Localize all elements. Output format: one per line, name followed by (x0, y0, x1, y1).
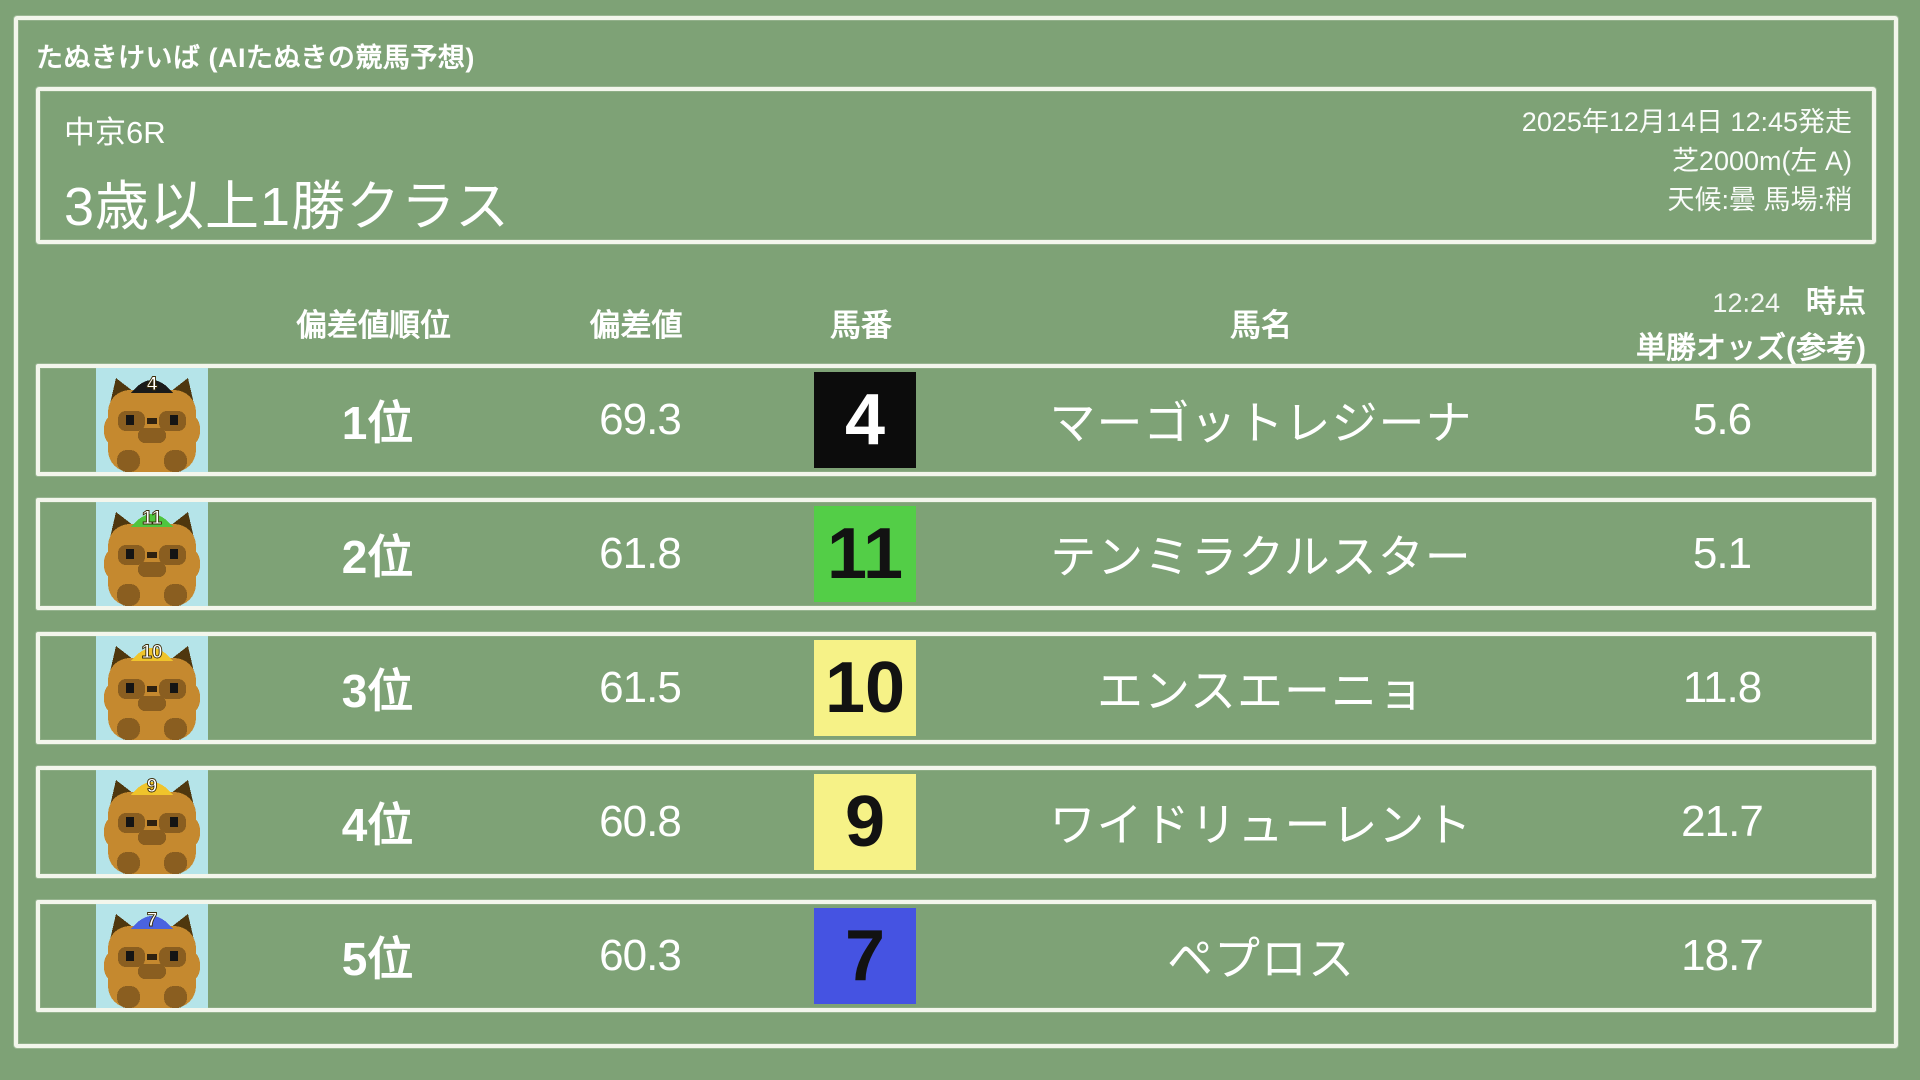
table-row: 9 4位 60.8 9 ワイドリューレント 21.7 (36, 766, 1876, 878)
deviation-value-cell: 61.8 (599, 529, 682, 578)
header-name: 馬名 (1230, 307, 1292, 343)
race-name: 3歳以上1勝クラス (64, 177, 510, 237)
header-value: 偏差値 (589, 307, 683, 343)
horse-number-cell: 4 (780, 372, 950, 468)
odds-cell: 18.7 (1681, 931, 1764, 980)
odds-cell: 11.8 (1682, 663, 1762, 712)
horse-name-cell: ワイドリューレント (1049, 799, 1473, 851)
deviation-value-cell: 60.3 (599, 931, 682, 980)
deviation-value-cell: 61.5 (599, 663, 682, 712)
horse-number-cell: 7 (780, 908, 950, 1004)
horse-name-cell: マーゴットレジーナ (1049, 397, 1473, 449)
rank-cell: 4位 (341, 799, 414, 851)
table-row: 10 3位 61.5 10 エンスエーニョ 11.8 (36, 632, 1876, 744)
rank-cell: 5位 (341, 933, 414, 985)
header-number: 馬番 (830, 307, 892, 343)
horse-number-badge: 9 (814, 774, 916, 870)
deviation-value-cell: 69.3 (599, 395, 682, 444)
race-info-right: 2025年12月14日 12:45発走 芝2000m(左 A) 天候:曇 馬場:… (1522, 103, 1852, 230)
avatar-cell: 9 (40, 770, 255, 874)
avatar-cell: 7 (40, 904, 255, 1008)
avatar-cell: 11 (40, 502, 255, 606)
odds-cell: 21.7 (1681, 797, 1764, 846)
race-condition: 天候:曇 馬場:稍 (1667, 185, 1852, 215)
header-odds: 12:24 時点 単勝オッズ(参考) (1576, 277, 1876, 367)
deviation-value-cell: 60.8 (599, 797, 682, 846)
tanuki-avatar-icon: 10 (96, 636, 208, 740)
tanuki-avatar-icon: 11 (96, 502, 208, 606)
race-track: 芝2000m(左 A) (1671, 146, 1852, 176)
main-card: たぬきけいば (AIたぬきの競馬予想) 中京6R 3歳以上1勝クラス 2025年… (14, 16, 1898, 1048)
race-course: 中京6R (64, 115, 166, 150)
avatar-cap-number: 10 (141, 642, 162, 663)
prediction-table: 4 1位 69.3 4 マーゴットレジーナ 5.6 (18, 364, 1894, 1012)
avatar-cell: 10 (40, 636, 255, 740)
horse-number-badge: 4 (814, 372, 916, 468)
race-header-card: 中京6R 3歳以上1勝クラス 2025年12月14日 12:45発走 芝2000… (36, 87, 1876, 244)
tanuki-avatar-icon: 9 (96, 770, 208, 874)
table-row: 11 2位 61.8 11 テンミラクルスター 5.1 (36, 498, 1876, 610)
horse-number-cell: 9 (780, 774, 950, 870)
header-rank: 偏差値順位 (296, 307, 451, 343)
horse-name-cell: エンスエーニョ (1096, 665, 1426, 717)
header-odds-time-line: 12:24 時点 (1576, 277, 1866, 321)
horse-name-cell: ペプロス (1167, 933, 1355, 985)
avatar-cap-number: 11 (142, 508, 163, 529)
horse-number-cell: 11 (780, 506, 950, 602)
rank-cell: 3位 (341, 665, 414, 717)
avatar-cap-number: 9 (147, 776, 158, 797)
table-row: 7 5位 60.3 7 ペプロス 18.7 (36, 900, 1876, 1012)
avatar-cap-number: 7 (147, 910, 158, 931)
table-row: 4 1位 69.3 4 マーゴットレジーナ 5.6 (36, 364, 1876, 476)
tanuki-avatar-icon: 4 (96, 368, 208, 472)
odds-timestamp: 12:24 (1712, 288, 1780, 318)
rank-cell: 1位 (341, 397, 414, 449)
odds-cell: 5.6 (1692, 395, 1752, 444)
table-header: 偏差値順位 偏差値 馬番 馬名 12:24 時点 単勝オッズ(参考) (36, 270, 1876, 365)
avatar-cap-number: 4 (147, 374, 158, 395)
header-odds-label: 単勝オッズ(参考) (1636, 332, 1866, 365)
odds-cell: 5.1 (1692, 529, 1752, 578)
horse-number-badge: 11 (814, 506, 916, 602)
horse-number-badge: 7 (814, 908, 916, 1004)
header-avatar-spacer (36, 270, 251, 374)
app-title: たぬきけいば (AIたぬきの競馬予想) (36, 43, 475, 73)
race-start-datetime: 2025年12月14日 12:45発走 (1521, 107, 1852, 137)
rank-cell: 2位 (341, 531, 414, 583)
race-info-left: 中京6R 3歳以上1勝クラス (64, 101, 510, 237)
odds-time-suffix: 時点 (1806, 286, 1866, 319)
tanuki-avatar-icon: 7 (96, 904, 208, 1008)
horse-name-cell: テンミラクルスター (1050, 531, 1472, 583)
avatar-cell: 4 (40, 368, 255, 472)
horse-number-badge: 10 (814, 640, 916, 736)
horse-number-cell: 10 (780, 640, 950, 736)
